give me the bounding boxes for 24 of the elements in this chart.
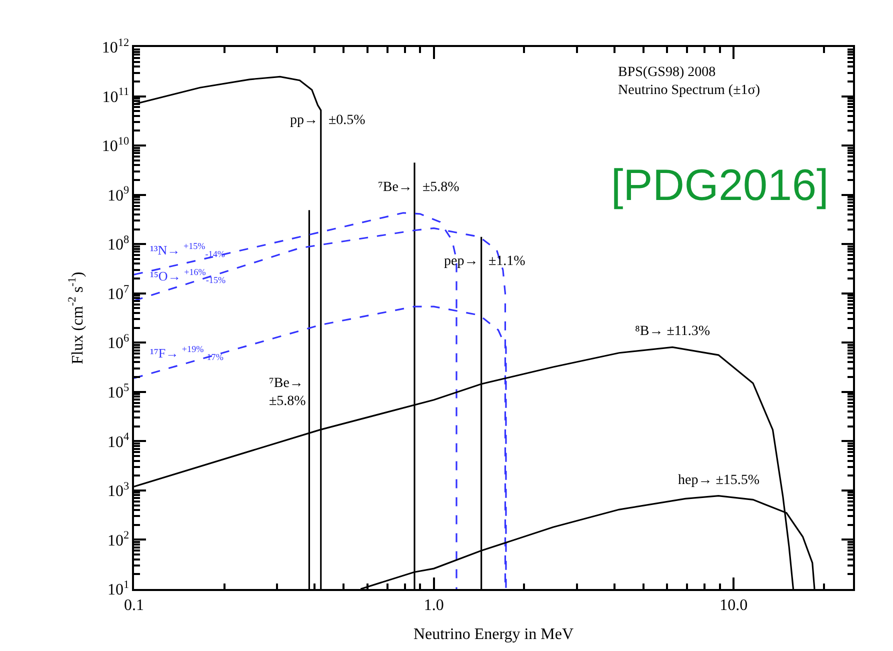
series-label: ⁷Be→ ±5.8% bbox=[378, 180, 460, 195]
y-tick-label: 10$^{10}$ bbox=[102, 135, 130, 156]
x-axis-title: Neutrino Energy in MeV bbox=[413, 626, 574, 644]
series-label: pp→ ±0.5% bbox=[290, 113, 366, 128]
series-label: hep→ ±15.5% bbox=[678, 473, 760, 488]
y-tick-label: 10$^{9}$ bbox=[107, 184, 130, 204]
x-tick-label: 1.0 bbox=[424, 596, 444, 614]
y-tick-label: 10$^{6}$ bbox=[107, 332, 130, 352]
x-tick-label: 0.1 bbox=[124, 596, 144, 614]
series-label: ⁸B→ ±11.3% bbox=[635, 324, 710, 339]
y-tick-label: 10$^{2}$ bbox=[107, 530, 130, 550]
y-tick-label: 10$^{12}$ bbox=[102, 36, 130, 57]
text: BPS(GS98) 2008 Neutrino Spectrum (±1σ) bbox=[618, 65, 760, 98]
series-label: ⁷Be→ ±5.8% bbox=[269, 376, 306, 410]
y-tick-label: 10$^{1}$ bbox=[107, 578, 130, 599]
y-tick-label: 10$^{8}$ bbox=[107, 234, 130, 254]
y-tick-label: 10$^{5}$ bbox=[107, 382, 130, 402]
y-tick-label: 10$^{11}$ bbox=[102, 86, 130, 106]
y-tick-label: 10$^{7}$ bbox=[107, 283, 130, 303]
y-tick-label: 10$^{3}$ bbox=[107, 480, 130, 500]
x-tick-label: 10.0 bbox=[720, 596, 748, 614]
y-tick-label: 10$^{4}$ bbox=[107, 431, 130, 451]
series-label: pep→ ±1.1% bbox=[444, 254, 526, 269]
text: [PDG2016] bbox=[611, 161, 829, 210]
